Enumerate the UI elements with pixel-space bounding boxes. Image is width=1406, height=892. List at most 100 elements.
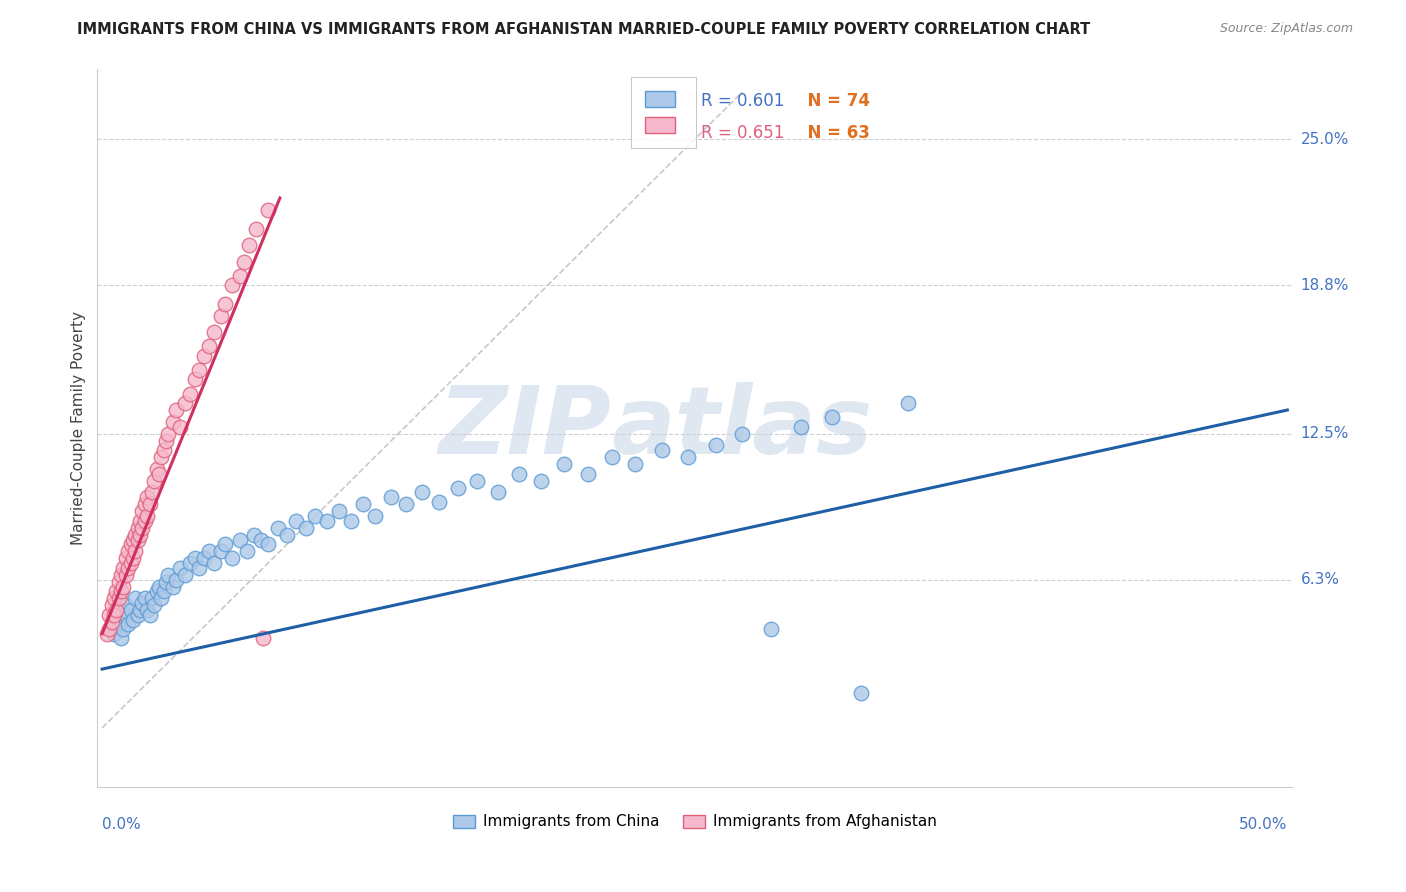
- Point: [157, 426, 180, 441]
- Point: [486, 485, 509, 500]
- Text: 50.0%: 50.0%: [1239, 817, 1288, 832]
- Point: [124, 544, 146, 558]
- Point: [179, 556, 201, 570]
- Point: [465, 474, 488, 488]
- Point: [150, 450, 173, 464]
- Point: [600, 450, 623, 464]
- Point: [122, 613, 145, 627]
- Point: [676, 450, 699, 464]
- Point: [131, 596, 153, 610]
- Point: [117, 544, 139, 558]
- Point: [624, 457, 647, 471]
- Text: IMMIGRANTS FROM CHINA VS IMMIGRANTS FROM AFGHANISTAN MARRIED-COUPLE FAMILY POVER: IMMIGRANTS FROM CHINA VS IMMIGRANTS FROM…: [77, 22, 1091, 37]
- Point: [228, 533, 250, 547]
- Point: [364, 508, 387, 523]
- Y-axis label: Married-Couple Family Poverty: Married-Couple Family Poverty: [72, 310, 86, 545]
- Point: [221, 551, 243, 566]
- Point: [193, 551, 215, 566]
- Point: [143, 474, 166, 488]
- Point: [731, 426, 754, 441]
- Point: [145, 462, 167, 476]
- Point: [157, 567, 180, 582]
- Point: [328, 504, 350, 518]
- Point: [129, 603, 152, 617]
- Point: [183, 372, 205, 386]
- Point: [155, 434, 177, 448]
- Point: [169, 561, 191, 575]
- Point: [105, 584, 128, 599]
- Point: [197, 544, 219, 558]
- Point: [127, 607, 149, 622]
- Point: [174, 567, 197, 582]
- Point: [143, 599, 166, 613]
- Point: [651, 443, 673, 458]
- Point: [100, 615, 122, 629]
- Text: 18.8%: 18.8%: [1301, 277, 1348, 293]
- Point: [120, 556, 142, 570]
- Point: [150, 591, 173, 606]
- Point: [134, 497, 156, 511]
- Point: [162, 415, 184, 429]
- Point: [141, 591, 163, 606]
- Point: [120, 603, 142, 617]
- Point: [304, 508, 326, 523]
- Point: [235, 544, 257, 558]
- Point: [136, 490, 159, 504]
- Point: [96, 626, 118, 640]
- Point: [228, 268, 250, 283]
- Point: [411, 485, 433, 500]
- Point: [340, 514, 363, 528]
- Point: [221, 278, 243, 293]
- Point: [276, 528, 298, 542]
- Point: [98, 607, 121, 622]
- Point: [821, 410, 844, 425]
- Point: [427, 495, 450, 509]
- Legend: Immigrants from China, Immigrants from Afghanistan: Immigrants from China, Immigrants from A…: [453, 814, 936, 830]
- Text: atlas: atlas: [612, 382, 872, 474]
- Point: [553, 457, 575, 471]
- Point: [112, 622, 135, 636]
- Point: [107, 615, 129, 629]
- Point: [380, 490, 402, 504]
- Point: [148, 467, 170, 481]
- Point: [233, 254, 256, 268]
- Point: [103, 591, 125, 606]
- Point: [110, 584, 132, 599]
- Point: [129, 528, 152, 542]
- Point: [122, 551, 145, 566]
- Point: [257, 202, 280, 217]
- Point: [508, 467, 530, 481]
- Point: [243, 528, 266, 542]
- Point: [127, 533, 149, 547]
- Point: [107, 591, 129, 606]
- Point: [103, 626, 125, 640]
- Point: [134, 514, 156, 528]
- Point: [285, 514, 308, 528]
- Point: [152, 584, 174, 599]
- Point: [250, 533, 273, 547]
- Point: [110, 632, 132, 646]
- Point: [316, 514, 339, 528]
- Point: [117, 561, 139, 575]
- Point: [193, 349, 215, 363]
- Text: R = 0.651: R = 0.651: [700, 124, 785, 142]
- Point: [790, 419, 813, 434]
- Text: 25.0%: 25.0%: [1301, 132, 1348, 146]
- Point: [107, 574, 129, 589]
- Point: [704, 438, 727, 452]
- Point: [897, 396, 920, 410]
- Point: [131, 504, 153, 518]
- Point: [103, 607, 125, 622]
- Point: [214, 297, 236, 311]
- Point: [266, 521, 288, 535]
- Point: [129, 514, 152, 528]
- Point: [131, 521, 153, 535]
- Point: [122, 533, 145, 547]
- Text: 12.5%: 12.5%: [1301, 426, 1348, 441]
- Point: [165, 573, 187, 587]
- Point: [238, 238, 260, 252]
- Point: [447, 481, 470, 495]
- Point: [112, 580, 135, 594]
- Point: [138, 607, 160, 622]
- Point: [124, 528, 146, 542]
